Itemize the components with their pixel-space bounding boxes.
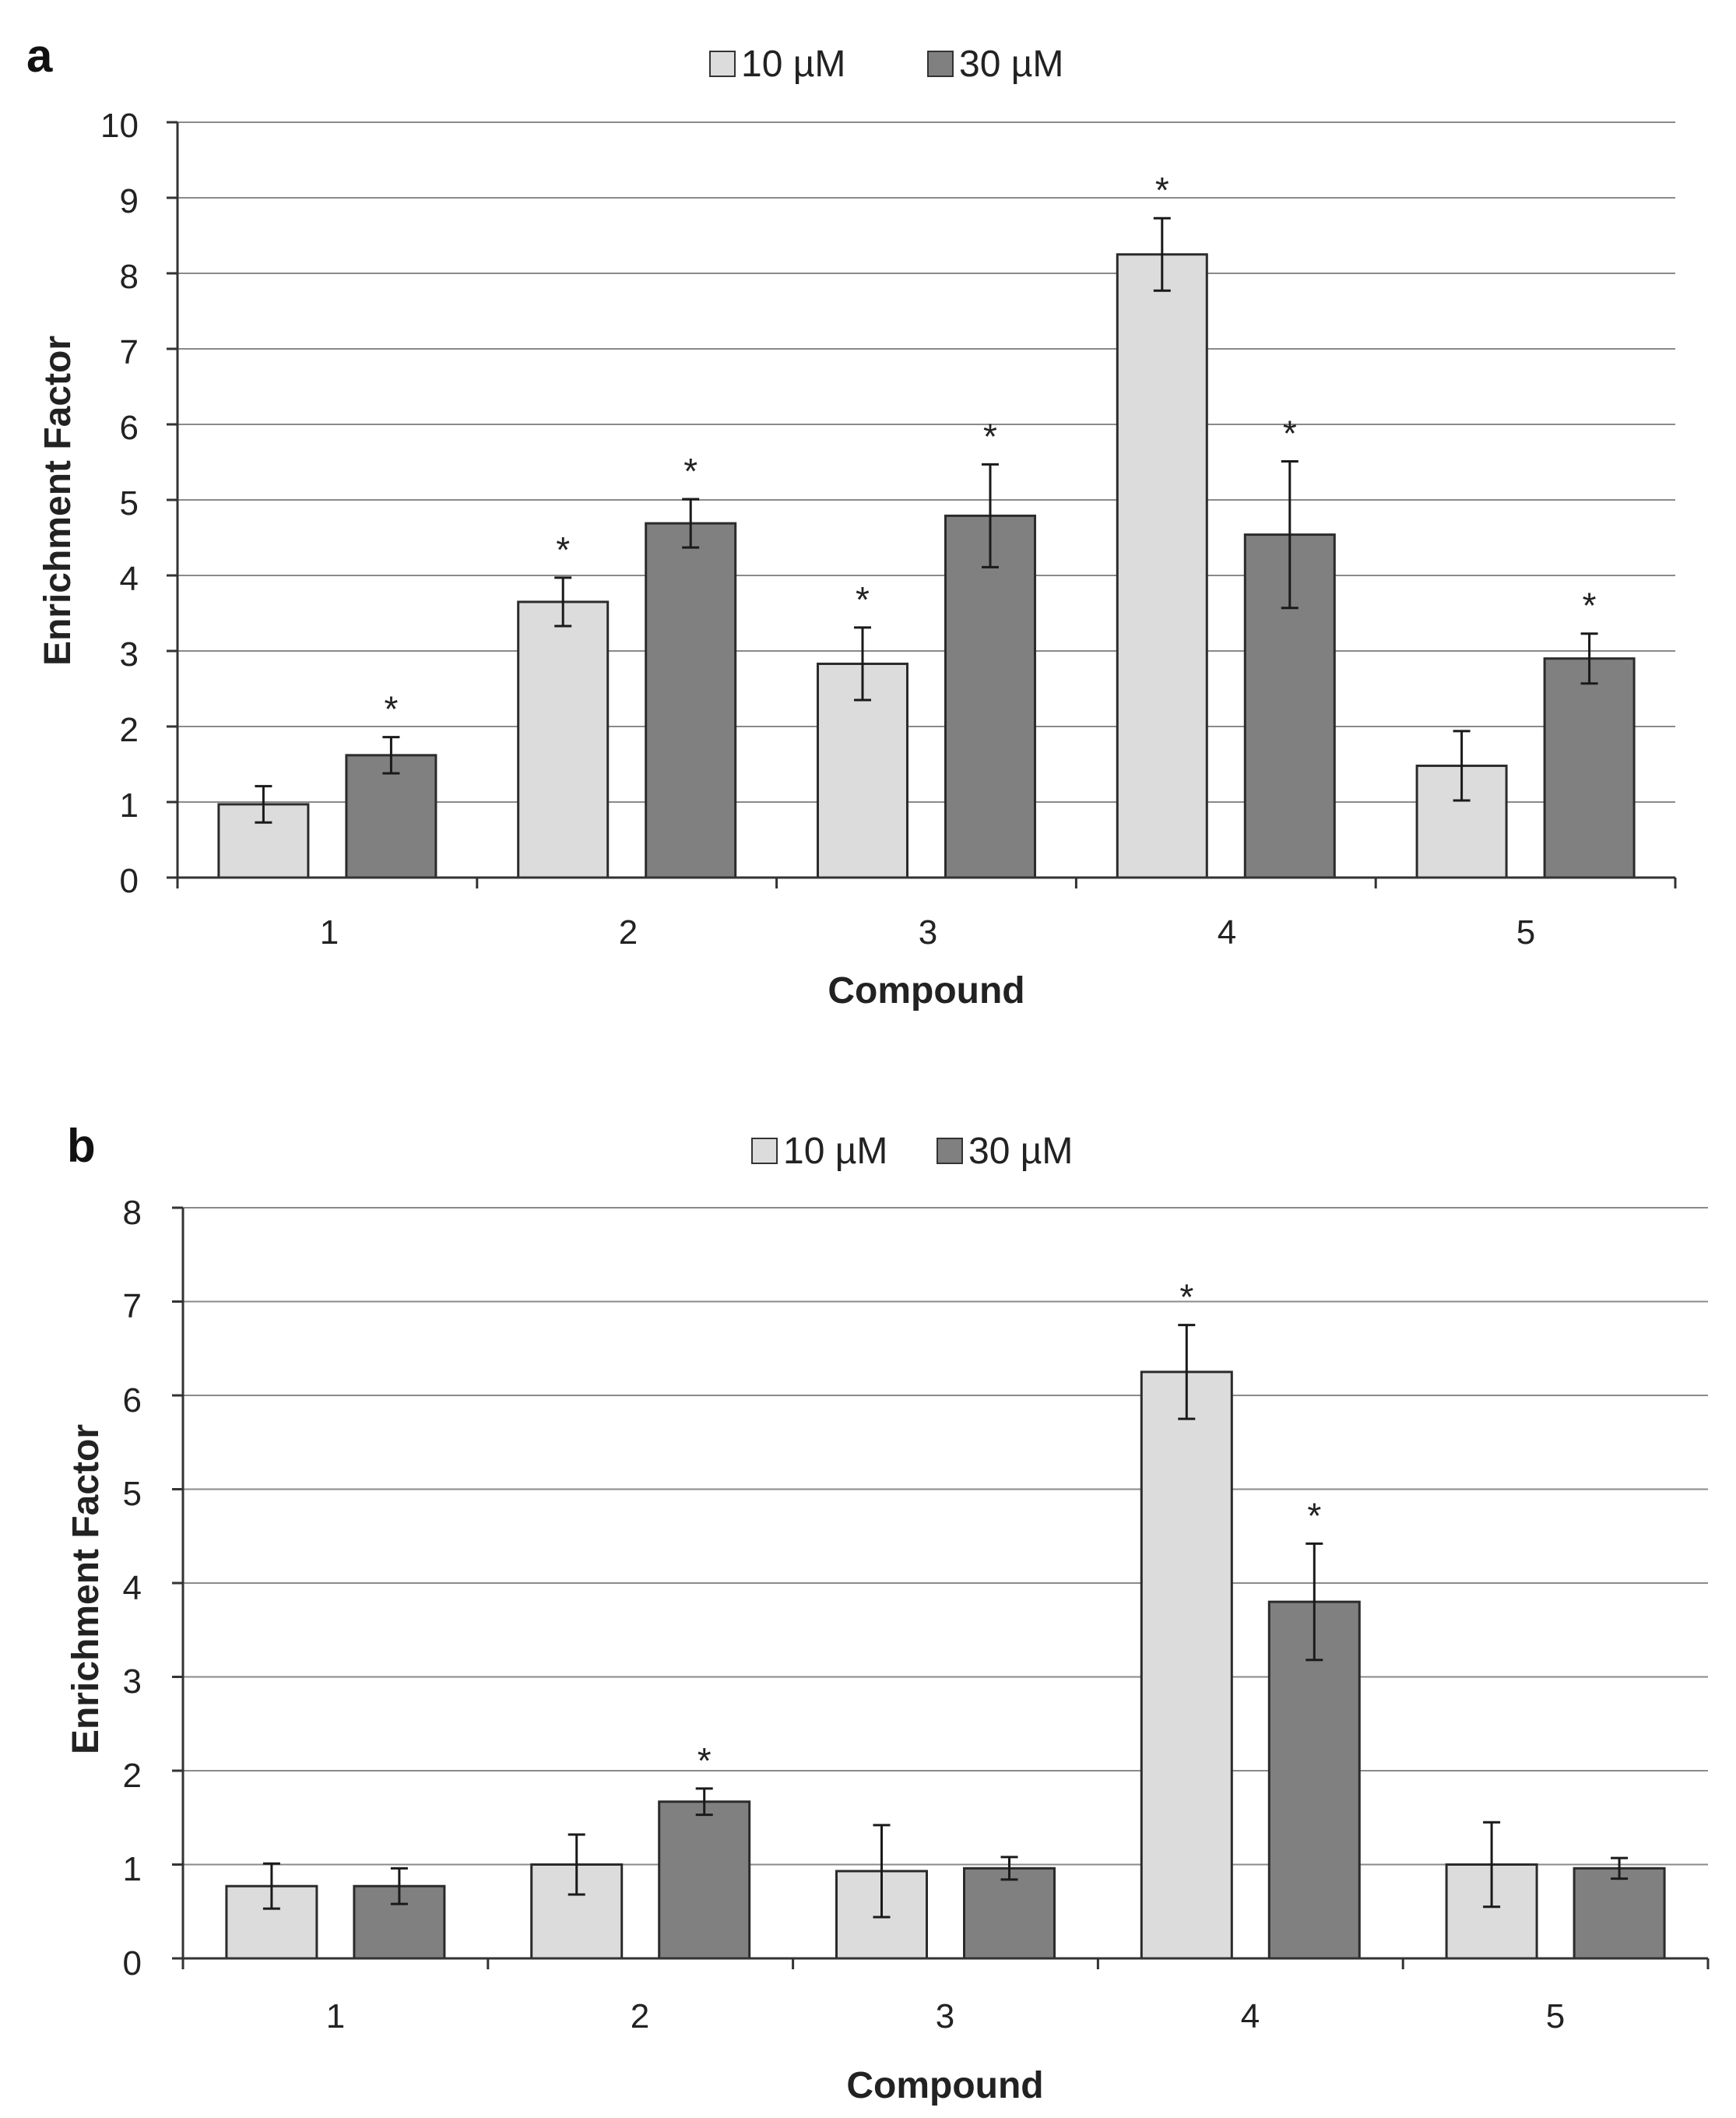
panel-a-ytick-label: 5 bbox=[120, 484, 139, 522]
panel-b-significance-marker: * bbox=[1179, 1277, 1193, 1318]
panel-b-x-axis-title: Compound bbox=[846, 2065, 1043, 2106]
panel-a-legend-30um-swatch bbox=[927, 51, 954, 77]
panel-a-significance-marker: * bbox=[983, 416, 997, 456]
panel-a-xtick-label: 2 bbox=[619, 913, 638, 952]
panel-a-significance-marker: * bbox=[856, 579, 870, 620]
panel-a-bar-10um-compound-2 bbox=[517, 600, 610, 879]
panel-b-xtick-label: 1 bbox=[326, 1997, 345, 2035]
panel-a-significance-marker: * bbox=[556, 530, 570, 570]
panel-a-legend: 10 µM 30 µM bbox=[709, 44, 1063, 85]
panel-b-ytick-label: 1 bbox=[123, 1850, 142, 1888]
panel-b-bar-30um-compound-5 bbox=[1573, 1866, 1666, 1960]
panel-a-y-axis-title: Enrichment Factor bbox=[37, 336, 79, 666]
panel-b-legend: 10 µM 30 µM bbox=[751, 1131, 1073, 1172]
panel-b-ytick-label: 5 bbox=[123, 1475, 142, 1513]
panel-b-xtick-label: 2 bbox=[631, 1997, 649, 2035]
panel-b: b 10 µM 30 µM * * * 1 2 3 4 5 0 1 2 3 4 5 … bbox=[65, 1120, 1710, 2106]
panel-a-bar-30um-compound-3 bbox=[944, 514, 1036, 879]
panel-a-ytick-labels: 0 1 2 3 4 5 6 7 8 9 10 bbox=[100, 107, 139, 900]
panel-a-ytick-label: 8 bbox=[120, 258, 139, 296]
panel-b-bar-30um-compound-3 bbox=[963, 1866, 1056, 1960]
panel-b-bar-10um-compound-4 bbox=[1140, 1370, 1233, 1960]
panel-a-ytick-label: 4 bbox=[120, 560, 139, 598]
panel-a-label: a bbox=[26, 30, 53, 82]
panel-b-ytick-label: 0 bbox=[123, 1944, 142, 1983]
panel-a-xtick-label: 1 bbox=[320, 913, 339, 952]
panel-a-ytick-label: 6 bbox=[120, 409, 139, 447]
panel-b-ytick-label: 4 bbox=[123, 1569, 142, 1607]
panel-b-ytick-labels: 0 1 2 3 4 5 6 7 8 bbox=[123, 1194, 142, 1983]
panel-a-xtick-label: 5 bbox=[1516, 913, 1535, 952]
panel-a-legend-10um-label: 10 µM bbox=[741, 44, 845, 85]
panel-b-ytick-label: 3 bbox=[123, 1662, 142, 1701]
panel-a-ytick-label: 9 bbox=[120, 182, 139, 220]
panel-a-ytick-label: 7 bbox=[120, 333, 139, 371]
panel-a-ytick-label: 10 bbox=[100, 107, 139, 145]
panel-a-category-labels: 1 2 3 4 5 bbox=[320, 913, 1535, 952]
panel-b-ytick-label: 2 bbox=[123, 1757, 142, 1795]
panel-a-bar-10um-compound-4 bbox=[1116, 253, 1208, 879]
panel-b-ytick-label: 6 bbox=[123, 1381, 142, 1420]
panel-a-significance-marker: * bbox=[1283, 413, 1297, 454]
panel-b-y-axis-title: Enrichment Factor bbox=[65, 1424, 107, 1754]
panel-b-xtick-label: 3 bbox=[936, 1997, 954, 2035]
panel-b-significance-marker: * bbox=[1307, 1495, 1321, 1536]
panel-b-significance-marker: * bbox=[698, 1740, 712, 1781]
panel-b-ytick-label: 7 bbox=[123, 1287, 142, 1325]
panel-a-significance-marker: * bbox=[1155, 170, 1169, 210]
panel-a-x-axis-title: Compound bbox=[828, 970, 1024, 1012]
panel-b-xtick-label: 5 bbox=[1546, 1997, 1565, 2035]
panel-b-label: b bbox=[67, 1120, 96, 1172]
panel-b-legend-10um-swatch bbox=[751, 1138, 778, 1164]
panel-b-legend-10um-label: 10 µM bbox=[783, 1131, 887, 1172]
panel-b-ytick-label: 8 bbox=[123, 1194, 142, 1232]
panel-a-significance-marker: * bbox=[684, 451, 698, 491]
panel-b-xtick-label: 4 bbox=[1241, 1997, 1260, 2035]
panel-a-ytick-label: 0 bbox=[120, 862, 139, 900]
panel-a-xtick-label: 3 bbox=[919, 913, 937, 952]
panel-a-ytick-label: 3 bbox=[120, 635, 139, 674]
panel-b-plot-area: * * * bbox=[172, 1206, 1710, 1969]
panel-b-bar-30um-compound-2 bbox=[658, 1800, 751, 1960]
panel-a-legend-30um-label: 30 µM bbox=[959, 44, 1063, 85]
panel-a-plot-area: * * * * * * * * bbox=[167, 121, 1677, 888]
panel-a-significance-marker: * bbox=[1583, 586, 1597, 626]
panel-a-bar-30um-compound-2 bbox=[645, 522, 737, 879]
panel-a-ytick-label: 1 bbox=[120, 786, 139, 825]
panel-a-xtick-label: 4 bbox=[1218, 913, 1236, 952]
panel-b-category-labels: 1 2 3 4 5 bbox=[326, 1997, 1565, 2035]
panel-b-legend-30um-swatch bbox=[937, 1138, 963, 1164]
panel-a-significance-marker: * bbox=[384, 689, 398, 730]
panel-a-bar-30um-compound-5 bbox=[1543, 657, 1636, 879]
panel-b-legend-30um-label: 30 µM bbox=[968, 1131, 1073, 1172]
panel-a-ytick-label: 2 bbox=[120, 711, 139, 749]
panel-a-legend-10um-swatch bbox=[709, 51, 736, 77]
panel-a: a 10 µM 30 µM * * * * * * * * 1 2 3 4 5 0 1 2 3… bbox=[26, 30, 1677, 1012]
